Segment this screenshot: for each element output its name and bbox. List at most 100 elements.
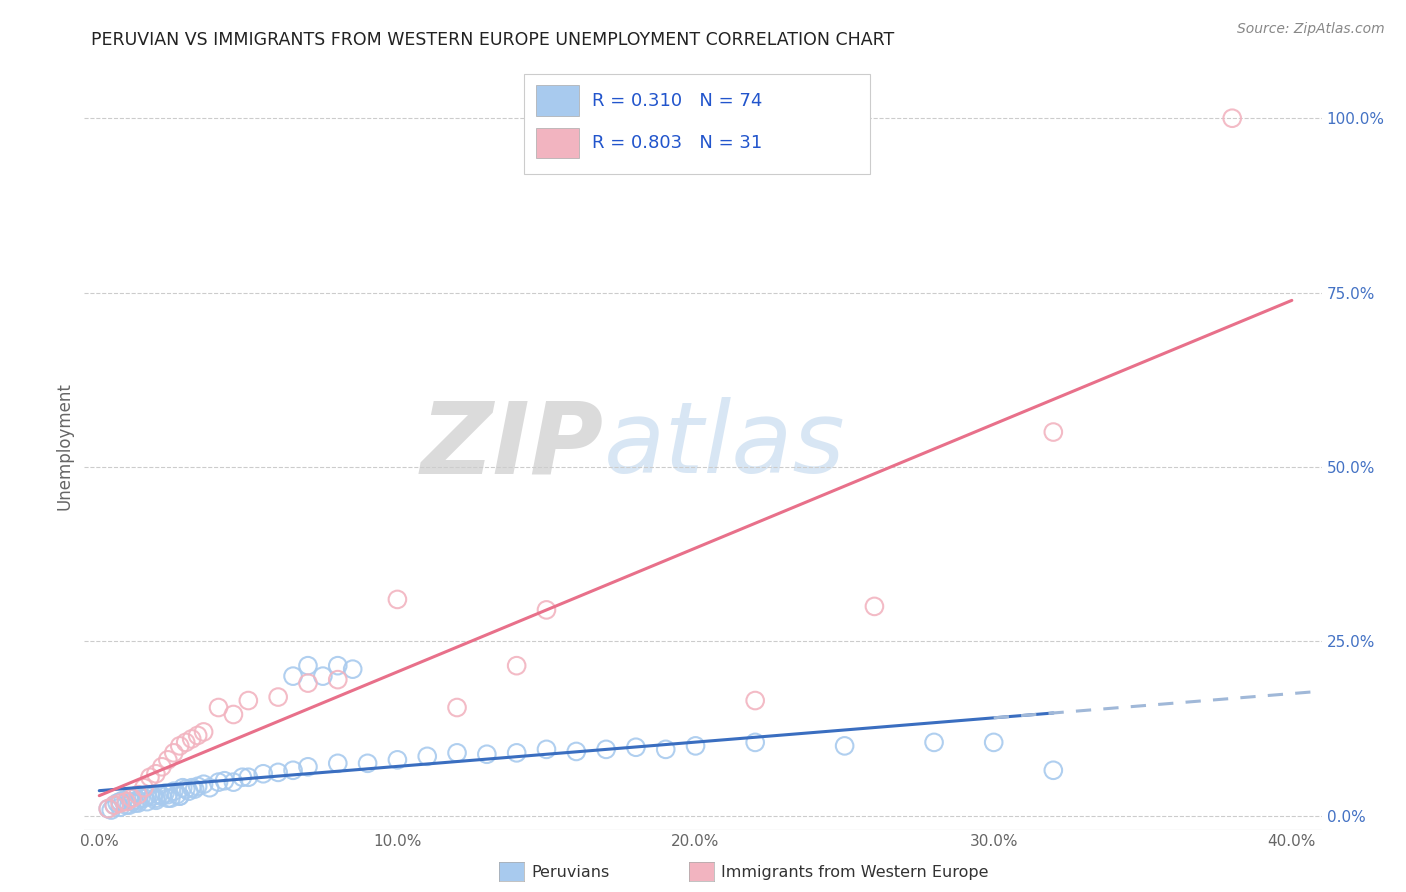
Point [156, 753, 179, 767]
Point [180, 731, 202, 746]
Point [142, 789, 165, 803]
Point [744, 735, 766, 749]
Point [983, 735, 1005, 749]
Point [187, 728, 209, 742]
Point [150, 789, 173, 803]
Point [148, 788, 170, 802]
Point [187, 780, 209, 794]
Point [238, 693, 260, 707]
Point [145, 793, 167, 807]
Point [108, 800, 131, 814]
Point [136, 789, 159, 803]
Point [198, 780, 221, 795]
Point [127, 796, 149, 810]
Y-axis label: Unemployment: Unemployment [55, 382, 73, 510]
Point [166, 788, 188, 802]
Point [312, 669, 335, 683]
Point [193, 777, 215, 791]
Point [105, 796, 128, 810]
Point [145, 766, 167, 780]
Point [387, 592, 409, 607]
Text: ZIP: ZIP [420, 398, 605, 494]
Point [654, 742, 676, 756]
Point [595, 742, 617, 756]
Point [624, 740, 647, 755]
Point [356, 756, 378, 771]
Point [115, 795, 138, 809]
Point [685, 739, 707, 753]
Point [103, 798, 125, 813]
Point [252, 766, 274, 780]
Point [281, 669, 304, 683]
Point [169, 789, 191, 803]
Point [153, 786, 176, 800]
Point [97, 802, 120, 816]
Point [127, 788, 149, 802]
Bar [536, 128, 579, 158]
Point [100, 803, 122, 817]
Point [446, 746, 468, 760]
Point [222, 775, 245, 789]
Point [267, 690, 290, 704]
Point [475, 747, 498, 762]
Point [863, 599, 886, 614]
Point [174, 735, 197, 749]
Point [174, 782, 197, 797]
Point [121, 791, 143, 805]
Point [150, 760, 173, 774]
Point [169, 739, 191, 753]
Point [163, 746, 186, 760]
Point [97, 802, 120, 816]
Point [281, 764, 304, 778]
Text: atlas: atlas [605, 398, 845, 494]
Point [1042, 425, 1064, 439]
Point [505, 658, 527, 673]
Point [536, 603, 558, 617]
Point [207, 775, 229, 789]
Point [207, 700, 229, 714]
Bar [536, 86, 579, 116]
Point [214, 773, 236, 788]
Point [132, 791, 155, 805]
Point [238, 770, 260, 784]
Point [127, 793, 149, 807]
Point [139, 770, 162, 784]
Point [103, 798, 125, 813]
Point [222, 707, 245, 722]
Point [387, 753, 409, 767]
Text: PERUVIAN VS IMMIGRANTS FROM WESTERN EUROPE UNEMPLOYMENT CORRELATION CHART: PERUVIAN VS IMMIGRANTS FROM WESTERN EURO… [91, 31, 894, 49]
Text: R = 0.310   N = 74: R = 0.310 N = 74 [592, 92, 762, 110]
Point [169, 789, 191, 803]
Point [177, 784, 200, 798]
Point [565, 744, 588, 758]
Point [108, 796, 131, 810]
Point [446, 700, 468, 714]
Point [297, 676, 319, 690]
FancyBboxPatch shape [523, 74, 870, 174]
Point [183, 782, 205, 797]
Point [744, 693, 766, 707]
Point [342, 662, 364, 676]
Point [139, 788, 162, 802]
Point [129, 791, 152, 805]
Point [231, 770, 253, 784]
Text: Immigrants from Western Europe: Immigrants from Western Europe [721, 865, 988, 880]
Point [297, 760, 319, 774]
Point [297, 658, 319, 673]
Point [163, 784, 186, 798]
Point [118, 798, 141, 813]
Point [505, 746, 527, 760]
Point [922, 735, 945, 749]
Text: R = 0.803   N = 31: R = 0.803 N = 31 [592, 134, 762, 152]
Point [112, 793, 135, 807]
Point [1042, 764, 1064, 778]
Point [536, 742, 558, 756]
Point [156, 791, 179, 805]
Point [136, 795, 159, 809]
Point [416, 749, 439, 764]
Point [326, 673, 349, 687]
Point [132, 780, 155, 795]
Point [156, 788, 179, 802]
Point [108, 795, 131, 809]
Text: Peruvians: Peruvians [531, 865, 610, 880]
